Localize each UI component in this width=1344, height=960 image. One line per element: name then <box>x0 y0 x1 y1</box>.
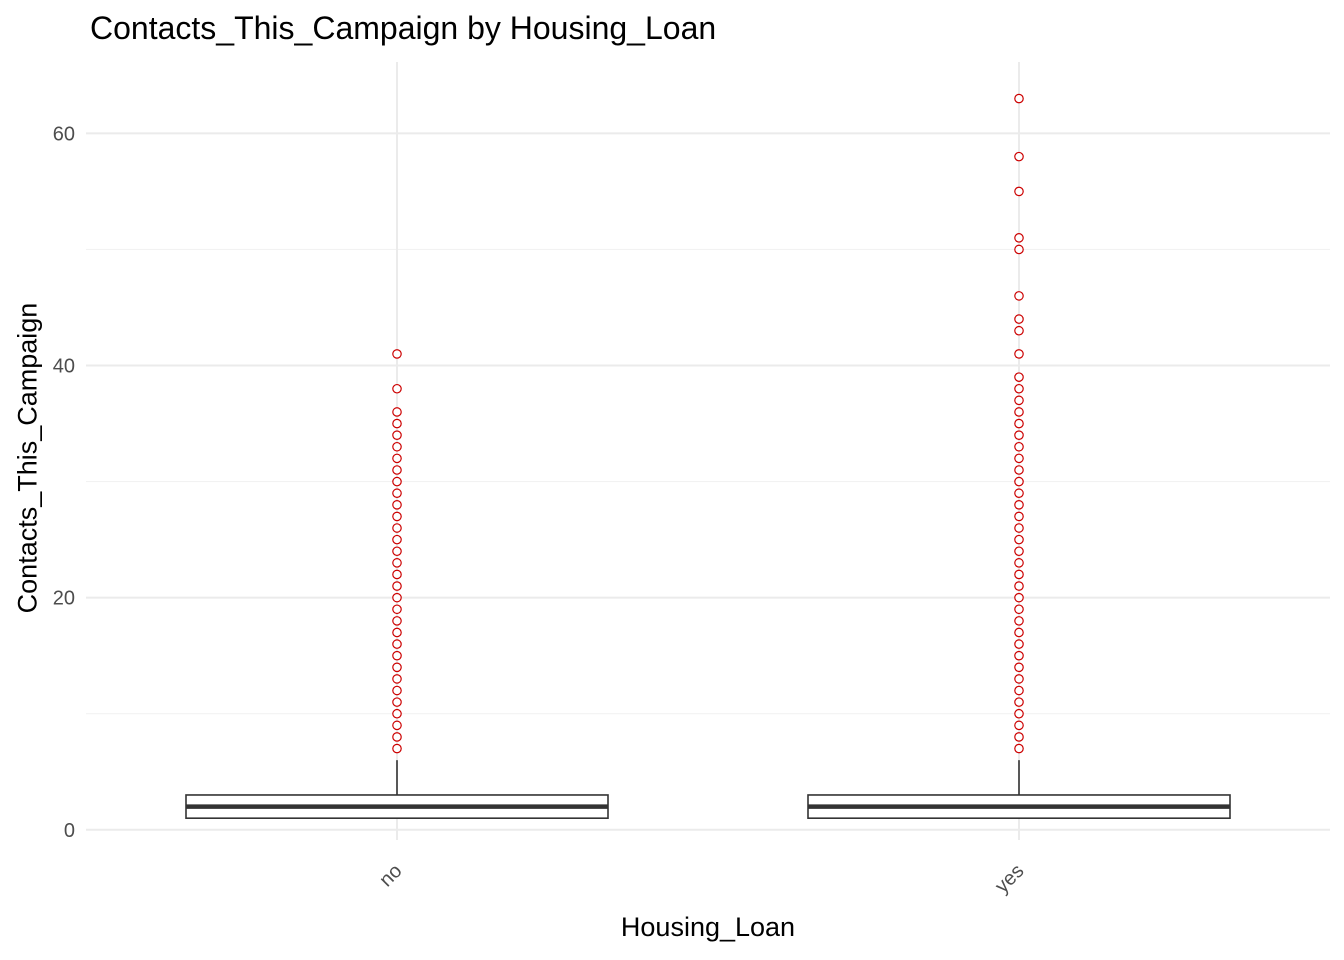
outlier-point <box>1014 708 1024 719</box>
outlier-point <box>392 523 402 533</box>
outlier-point <box>392 685 402 696</box>
outlier-point <box>392 674 402 684</box>
box-layer <box>185 760 1231 819</box>
x-tick-label: yes <box>991 860 1029 898</box>
outlier-point <box>1014 441 1024 452</box>
outlier-point <box>1014 325 1024 336</box>
outlier-point <box>392 743 402 754</box>
outlier-point <box>1014 186 1024 197</box>
outlier-point <box>1014 407 1024 417</box>
outlier-point <box>392 418 402 429</box>
x-axis-label: Housing_Loan <box>620 912 796 942</box>
outlier-layer <box>392 93 1024 754</box>
outlier-point <box>392 616 402 626</box>
outlier-point <box>1014 465 1024 475</box>
outlier-point <box>1014 93 1024 104</box>
y-tick-label: 20 <box>53 588 75 610</box>
outlier-point <box>392 500 402 510</box>
outlier-point <box>1014 383 1024 394</box>
outlier-point <box>1014 395 1024 406</box>
outlier-point <box>1014 546 1024 557</box>
y-tick-label: 0 <box>64 820 75 842</box>
y-axis-label: Contacts_This_Campaign <box>12 302 43 614</box>
outlier-point <box>1014 604 1024 615</box>
outlier-point <box>392 720 402 731</box>
outlier-point <box>1014 291 1024 301</box>
outlier-point <box>1014 523 1024 533</box>
outlier-point <box>392 349 402 359</box>
outlier-point <box>1014 650 1024 661</box>
outlier-point <box>1014 627 1024 638</box>
outlier-point <box>392 546 402 557</box>
outlier-point <box>392 383 402 394</box>
outlier-point <box>1014 349 1024 359</box>
outlier-point <box>392 732 402 742</box>
outlier-point <box>1014 534 1024 545</box>
y-tick-label: 40 <box>53 356 75 378</box>
outlier-point <box>1014 488 1024 499</box>
outlier-point <box>1014 685 1024 696</box>
outlier-point <box>392 569 402 580</box>
outlier-point <box>392 639 402 649</box>
x-tick-label: no <box>375 860 406 891</box>
outlier-point <box>392 511 402 522</box>
outlier-point <box>1014 500 1024 510</box>
outlier-point <box>1014 569 1024 580</box>
outlier-point <box>392 627 402 638</box>
outlier-point <box>1014 616 1024 626</box>
outlier-point <box>392 534 402 545</box>
outlier-point <box>1014 732 1024 742</box>
outlier-point <box>1014 151 1024 162</box>
outlier-point <box>1014 558 1024 568</box>
outlier-point <box>1014 244 1024 255</box>
outlier-point <box>392 488 402 499</box>
outlier-point <box>392 476 402 487</box>
outlier-point <box>392 558 402 568</box>
outlier-point <box>392 465 402 475</box>
outlier-point <box>1014 233 1024 243</box>
outlier-point <box>392 581 402 591</box>
outlier-point <box>392 430 402 440</box>
outlier-point <box>1014 720 1024 731</box>
outlier-point <box>392 407 402 417</box>
outlier-point <box>392 650 402 661</box>
outlier-point <box>1014 372 1024 382</box>
y-tick-label: 60 <box>53 123 75 145</box>
outlier-point <box>1014 592 1024 603</box>
outlier-point <box>392 592 402 603</box>
outlier-point <box>1014 418 1024 429</box>
outlier-point <box>392 604 402 615</box>
outlier-point <box>1014 314 1024 324</box>
outlier-point <box>1014 453 1024 464</box>
outlier-point <box>392 662 402 673</box>
grid-layer <box>86 62 1330 840</box>
outlier-point <box>1014 743 1024 754</box>
outlier-point <box>1014 581 1024 591</box>
outlier-point <box>392 697 402 707</box>
outlier-point <box>1014 430 1024 440</box>
outlier-point <box>1014 697 1024 707</box>
outlier-point <box>392 441 402 452</box>
outlier-point <box>1014 662 1024 673</box>
axis-layer: 0 20 40 60 no yes <box>53 123 1029 897</box>
outlier-point <box>392 453 402 464</box>
outlier-point <box>1014 639 1024 649</box>
outlier-point <box>1014 476 1024 487</box>
outlier-point <box>392 708 402 719</box>
outlier-point <box>1014 674 1024 684</box>
outlier-point <box>1014 511 1024 522</box>
chart-title: Contacts_This_Campaign by Housing_Loan <box>90 10 717 46</box>
